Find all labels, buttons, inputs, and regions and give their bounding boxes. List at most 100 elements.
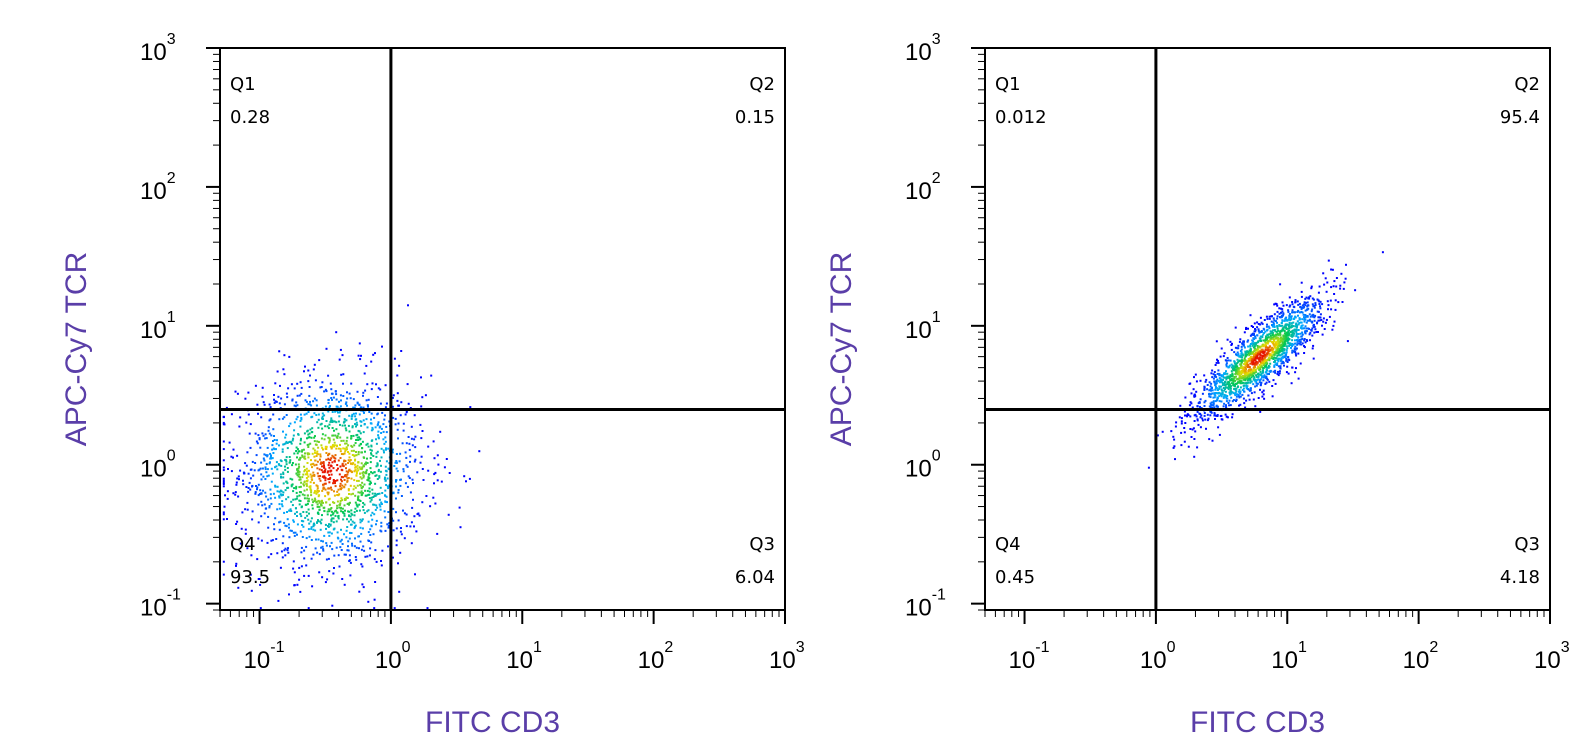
event-point — [370, 471, 373, 474]
event-point — [1284, 335, 1287, 338]
event-point — [301, 524, 304, 526]
event-point — [1200, 414, 1203, 417]
event-point — [1239, 403, 1242, 406]
event-point — [1285, 331, 1288, 334]
event-point — [1286, 361, 1289, 363]
event-point — [350, 509, 353, 512]
event-point — [274, 400, 277, 403]
event-point — [272, 428, 275, 431]
event-point — [1238, 374, 1241, 377]
event-point — [306, 502, 309, 505]
quadrant-name: Q1 — [230, 74, 256, 95]
event-point — [1258, 345, 1261, 348]
event-point — [1189, 428, 1192, 430]
event-point — [1312, 298, 1315, 301]
event-point — [1224, 390, 1227, 393]
event-point — [1206, 384, 1209, 386]
event-point — [1253, 345, 1256, 348]
event-point — [350, 437, 353, 440]
event-point — [321, 427, 324, 430]
event-point — [1263, 375, 1266, 378]
event-point — [1288, 305, 1291, 308]
event-point — [297, 450, 300, 453]
event-point — [411, 506, 414, 509]
event-point — [350, 512, 353, 515]
x-tick-label: 102 — [638, 639, 674, 674]
event-point — [1193, 376, 1195, 379]
event-point — [1245, 374, 1248, 377]
event-point — [409, 460, 411, 463]
event-point — [382, 430, 385, 433]
event-point — [247, 391, 250, 394]
flow-plot-left: 10-1 10-1 100 100 101 101 102 102 103 103 Q1 0.28 Q2… — [0, 0, 805, 749]
event-point — [395, 527, 398, 530]
event-point — [257, 434, 260, 437]
event-point — [1324, 321, 1327, 324]
event-point — [266, 454, 269, 457]
event-point — [1241, 370, 1244, 373]
event-point — [1328, 315, 1331, 318]
event-point — [1256, 354, 1259, 357]
event-point — [1287, 339, 1290, 342]
event-point — [1247, 388, 1250, 391]
event-point — [366, 489, 369, 492]
event-point — [296, 382, 299, 385]
event-point — [307, 497, 310, 500]
event-point — [1286, 337, 1289, 340]
event-point — [358, 403, 361, 406]
event-point — [1304, 341, 1307, 344]
event-point — [426, 607, 429, 610]
event-point — [1291, 303, 1294, 306]
event-point — [352, 488, 355, 491]
event-point — [300, 546, 303, 549]
event-point — [427, 469, 430, 472]
event-point — [1183, 410, 1186, 413]
event-point — [367, 477, 370, 480]
event-point — [1235, 375, 1237, 378]
event-point — [1230, 385, 1232, 388]
event-point — [275, 538, 278, 540]
event-point — [1311, 297, 1314, 300]
event-point — [1213, 396, 1216, 399]
event-point — [1255, 341, 1258, 344]
event-point — [328, 531, 331, 534]
event-point — [1277, 370, 1279, 373]
event-point — [1290, 315, 1292, 318]
event-point — [324, 523, 327, 526]
event-point — [268, 506, 271, 509]
event-point — [1224, 381, 1227, 384]
event-point — [1269, 340, 1272, 343]
event-point — [300, 481, 303, 484]
event-point — [1216, 378, 1219, 381]
event-point — [1266, 369, 1268, 372]
event-point — [334, 485, 337, 488]
event-point — [309, 400, 311, 403]
event-point — [343, 479, 346, 481]
event-point — [1243, 346, 1246, 349]
event-point — [1244, 370, 1247, 373]
event-point — [321, 417, 324, 420]
event-point — [433, 457, 436, 460]
event-point — [1240, 354, 1243, 357]
event-point — [315, 404, 318, 407]
event-point — [335, 469, 338, 472]
event-point — [1295, 367, 1297, 370]
event-point — [344, 450, 347, 453]
event-point — [269, 497, 272, 500]
event-point — [336, 536, 339, 539]
event-point — [322, 448, 324, 451]
event-point — [356, 498, 359, 501]
event-point — [1247, 374, 1250, 377]
event-point — [347, 459, 350, 462]
event-point — [1244, 352, 1247, 355]
event-point — [1244, 379, 1247, 382]
event-point — [274, 496, 277, 499]
event-point — [380, 432, 383, 434]
event-point — [1242, 384, 1245, 387]
event-point — [287, 523, 290, 526]
event-point — [359, 526, 362, 529]
event-point — [296, 515, 298, 517]
event-point — [330, 518, 333, 521]
event-point — [384, 476, 386, 479]
event-point — [336, 435, 339, 438]
